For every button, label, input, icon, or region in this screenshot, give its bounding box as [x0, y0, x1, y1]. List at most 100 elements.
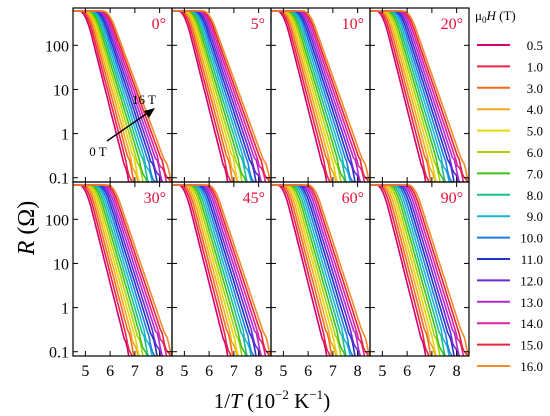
series-line-10.0: [172, 10, 256, 182]
legend-item: 11.0: [477, 252, 543, 267]
series-line-4.0: [73, 10, 139, 182]
legend-item: 15.0: [477, 338, 543, 353]
panel-angle-label: 0°: [152, 16, 166, 33]
panel-curves: [73, 184, 172, 356]
arrow-line: [106, 109, 153, 142]
legend-item: 0.5: [477, 38, 543, 53]
series-line-1.0: [172, 184, 232, 356]
series-line-5.0: [172, 10, 240, 182]
series-line-3.0: [370, 184, 432, 356]
series-line-16.0: [271, 10, 370, 182]
panel-curves: [370, 10, 469, 182]
legend-label: 11.0: [521, 252, 543, 267]
x-tick-label: 6: [304, 363, 312, 380]
legend-label: 13.0: [520, 295, 543, 310]
series-line-6.0: [172, 10, 243, 182]
series-line-12.0: [172, 10, 262, 182]
series-line-1.0: [73, 184, 133, 356]
panel-angle-label: 20°: [441, 16, 463, 33]
series-line-11.0: [73, 10, 158, 182]
series-line-8.0: [172, 10, 248, 182]
series-line-3.0: [370, 10, 432, 182]
series-line-0.5: [73, 184, 130, 356]
x-tick-label: 8: [255, 363, 263, 380]
series-line-4.0: [172, 10, 238, 182]
series-line-3.0: [73, 10, 135, 182]
x-axis-label-unit-close: ): [323, 389, 330, 413]
y-tick-label: 0.1: [49, 171, 69, 188]
series-line-0.5: [73, 10, 130, 182]
y-tick-label: 0.1: [49, 345, 69, 362]
x-tick-label: 6: [205, 363, 213, 380]
y-tick-label: 10: [53, 82, 69, 99]
legend-item: 5.0: [477, 124, 543, 139]
series-line-16.0: [271, 184, 370, 356]
panel-curves: [172, 184, 271, 356]
panel: 30°: [72, 181, 173, 357]
series-line-4.0: [370, 10, 436, 182]
series-line-16.0: [73, 184, 172, 356]
panel-angle-label: 10°: [342, 16, 364, 33]
series-line-6.0: [73, 10, 144, 182]
series-line-13.0: [73, 10, 164, 182]
series-line-1.0: [172, 10, 232, 182]
series-line-16.0: [370, 184, 469, 356]
series-line-1.0: [370, 184, 430, 356]
legend-label: 12.0: [520, 273, 543, 288]
legend-title-prefix: μ: [475, 8, 482, 23]
y-axis-label: R (Ω): [14, 201, 40, 257]
series-line-4.0: [73, 184, 139, 356]
panel-angle-label: 90°: [441, 190, 463, 207]
panel-frame: [369, 181, 470, 357]
legend: μ0H (T) 0.5 1.0 3.0 4.0 5.0 6.0 7.0 8.0 9.0 10.0 1…: [475, 8, 543, 374]
series-line-16.0: [172, 184, 271, 356]
legend-title: μ0H (T): [475, 8, 516, 25]
series-line-4.0: [370, 184, 436, 356]
legend-item: 10.0: [477, 231, 543, 246]
legend-label: 6.0: [527, 145, 543, 160]
panel-angle-label: 45°: [243, 190, 265, 207]
x-tick-label: 6: [403, 363, 411, 380]
panel: 0°: [72, 7, 173, 183]
arrow-start-label: 0 T: [89, 144, 107, 159]
series-line-3.0: [172, 184, 234, 356]
legend-label: 14.0: [520, 316, 543, 331]
legend-label: 15.0: [520, 338, 543, 353]
series-line-13.0: [172, 10, 263, 182]
series-line-4.0: [172, 184, 238, 356]
x-axis-label-main: 1/: [214, 389, 231, 413]
series-line-5.0: [73, 184, 141, 356]
x-tick-label: 7: [329, 363, 337, 380]
legend-item: 16.0: [477, 359, 543, 374]
panel-curves: [73, 10, 172, 182]
legend-items: 0.5 1.0 3.0 4.0 5.0 6.0 7.0 8.0 9.0 10.0 11.0 12.0 1…: [477, 38, 543, 374]
series-line-7.0: [73, 10, 148, 182]
panel-curves: [271, 10, 370, 182]
series-line-5.0: [73, 10, 141, 182]
legend-item: 14.0: [477, 316, 543, 331]
legend-item: 3.0: [477, 81, 543, 96]
x-axis-label-exponent-2: −1: [309, 387, 323, 402]
legend-label: 9.0: [527, 209, 543, 224]
x-tick-label: 5: [279, 363, 287, 380]
x-tick-label: 8: [354, 363, 362, 380]
legend-title-sub: 0: [482, 15, 487, 25]
legend-label: 7.0: [527, 166, 543, 181]
y-tick-label: 10: [53, 256, 69, 273]
series-line-4.0: [271, 184, 337, 356]
y-tick-label: 100: [45, 38, 69, 55]
series-line-0.5: [172, 184, 229, 356]
series-line-5.0: [370, 10, 438, 182]
series-line-14.0: [73, 184, 168, 356]
legend-label: 8.0: [527, 188, 543, 203]
series-line-0.5: [271, 184, 328, 356]
series-line-1.0: [271, 184, 331, 356]
series-line-3.0: [271, 10, 333, 182]
series-line-0.5: [370, 10, 427, 182]
panel-angle-label: 30°: [144, 190, 166, 207]
x-tick-label: 5: [81, 363, 89, 380]
legend-item: 13.0: [477, 295, 543, 310]
legend-label: 3.0: [527, 81, 543, 96]
